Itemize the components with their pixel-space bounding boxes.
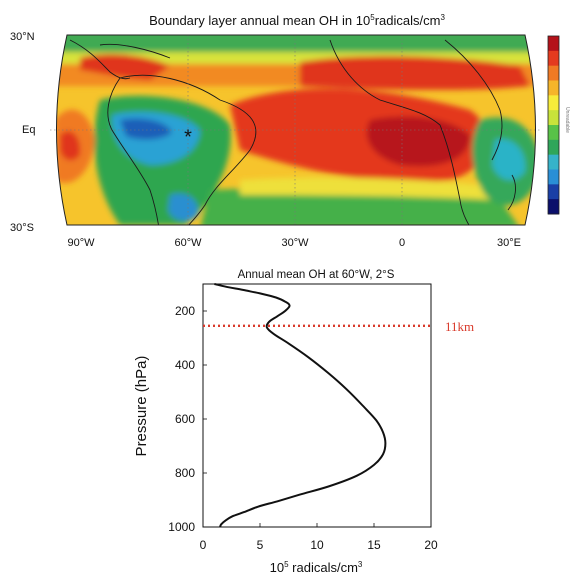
map-y-tick-30n: 30°N: [10, 31, 35, 43]
colorbar: [547, 35, 560, 215]
profile-x-tick: 20: [424, 538, 438, 552]
colorbar-swatch: [548, 80, 559, 96]
colorbar-swatch: [548, 169, 559, 185]
profile-x-tick: 15: [367, 538, 381, 552]
oh-profile-line: [214, 283, 387, 528]
map-title: Boundary layer annual mean OH in 105radi…: [149, 13, 445, 28]
profile-y-tick: 600: [175, 412, 195, 426]
map-outline: [56, 34, 536, 226]
profile-xlabel-base: 10: [270, 560, 284, 575]
profile-x-tick: 10: [310, 538, 324, 552]
colorbar-swatch: [548, 199, 559, 215]
profile-x-tick: 5: [257, 538, 264, 552]
field-south-yellow: [240, 177, 495, 200]
coast-madagascar: [507, 174, 516, 211]
profile-plot-frame: [202, 283, 432, 528]
colorbar-swatch: [548, 154, 559, 170]
profile-ticks: 0 5 10 15 20 200 400 600 800 1000: [168, 304, 438, 552]
profile-x-tick: 0: [200, 538, 207, 552]
map-title-sup2: 3: [440, 13, 445, 22]
field-sa-blue: [120, 118, 172, 140]
coast-central-america: [69, 39, 171, 80]
profile-y-tick: 200: [175, 304, 195, 318]
profile-panel: Annual mean OH at 60°W, 2°S 0 5 10 15 202004…: [133, 269, 474, 575]
map-x-tick-0: 0: [399, 237, 405, 249]
coast-africa: [329, 39, 503, 225]
map-y-ticks: 30°N Eq 30°S: [10, 31, 35, 234]
colorbar-swatch: [548, 110, 559, 126]
colorbar-swatch: [548, 50, 559, 67]
profile-y-tick: 800: [175, 466, 195, 480]
colorbar-swatch: [548, 36, 559, 52]
colorbar-labels: Unreadable: [564, 107, 570, 133]
field-south-green: [200, 188, 520, 225]
tropopause-label: 11km: [445, 319, 474, 334]
profile-xlabel-sup2: 3: [358, 560, 363, 569]
colorbar-swatch: [548, 125, 559, 141]
profile-y-tick: 1000: [168, 520, 195, 534]
map-title-prefix: Boundary layer annual mean OH in 10: [149, 13, 370, 28]
profile-xlabel: 105 radicals/cm3: [270, 560, 363, 575]
map-gridlines: [50, 35, 540, 225]
map-x-tick-90w: 90°W: [67, 237, 95, 249]
oh-field: [56, 35, 536, 225]
profile-y-tick: 400: [175, 358, 195, 372]
field-pacific-red: [60, 131, 81, 161]
map-x-ticks: 90°W 60°W 30°W 0 30°E: [67, 237, 521, 249]
profile-annotation: 11km: [203, 319, 474, 334]
field-africa-darkred: [366, 116, 470, 167]
coast-south-america: [107, 74, 257, 225]
map-x-tick-30w: 30°W: [281, 237, 309, 249]
map-x-tick-60w: 60°W: [174, 237, 202, 249]
map-panel: Boundary layer annual mean OH in 105radi…: [10, 13, 570, 249]
map-y-tick-30s: 30°S: [10, 222, 34, 234]
colorbar-swatch: [548, 184, 559, 200]
colorbar-swatch: [548, 65, 559, 81]
map-title-sup: 5: [370, 13, 375, 22]
map-title-suffix: radicals/cm: [375, 13, 441, 28]
field-caribbean-red: [80, 54, 170, 80]
colorbar-swatch: [548, 95, 559, 111]
map-marker-star: *: [184, 126, 192, 148]
profile-xlabel-sup: 5: [284, 560, 289, 569]
map-y-tick-eq: Eq: [22, 124, 35, 136]
profile-title: Annual mean OH at 60°W, 2°S: [238, 269, 395, 281]
profile-ylabel: Pressure (hPa): [133, 356, 150, 457]
map-x-tick-30e: 30°E: [497, 237, 521, 249]
field-north-red: [300, 56, 530, 90]
colorbar-swatch: [548, 139, 559, 156]
field-sa-south-blue: [168, 193, 199, 222]
coastlines: [69, 39, 516, 225]
field-indian-cyan: [492, 139, 526, 181]
colorbar-frame: [547, 35, 560, 215]
profile-xlabel-rest: radicals/cm: [289, 560, 358, 575]
